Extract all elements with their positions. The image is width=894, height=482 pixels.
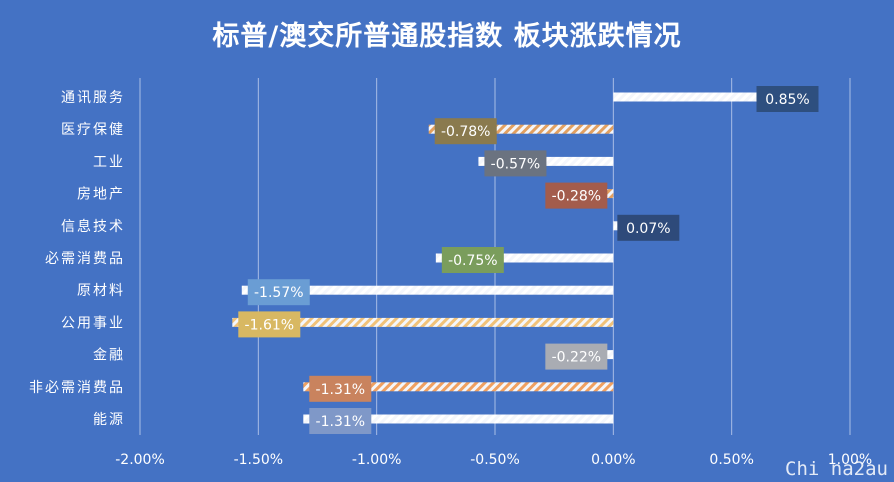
data-label-box (309, 408, 372, 434)
x-tick-label: -2.00% (115, 452, 165, 468)
x-tick-label: -1.00% (352, 452, 402, 468)
category-label: 医疗保健 (61, 122, 125, 138)
data-labels: 0.85% -0.78%-0.57% -0.28% 0.07% -0.75% -1.57%… (238, 86, 819, 434)
data-label: -0.75% (448, 253, 498, 269)
x-tick-label: -0.50% (470, 452, 520, 468)
x-tick-label: 0.00% (591, 452, 635, 468)
data-label-box (247, 279, 310, 306)
data-label: 0.07% (626, 221, 670, 237)
bar-series (232, 92, 815, 424)
data-label: -0.57% (491, 156, 541, 172)
data-label: -0.28% (552, 189, 602, 205)
data-label: -1.61% (245, 317, 295, 333)
data-label-box (441, 247, 504, 273)
category-label: 金融 (93, 348, 125, 364)
category-label: 能源 (93, 412, 125, 428)
category-label: 通讯服务 (61, 90, 125, 106)
category-label: 必需消费品 (45, 251, 125, 267)
data-label: -1.57% (254, 285, 304, 301)
data-label-box (545, 343, 608, 370)
data-label-box (756, 86, 819, 112)
data-label-box (309, 375, 372, 402)
bar (435, 253, 614, 263)
bar (232, 317, 614, 327)
data-label-box (484, 150, 547, 177)
data-label-box (238, 311, 301, 338)
category-label: 非必需消费品 (29, 380, 125, 396)
bar (303, 414, 614, 424)
data-label: -1.31% (316, 414, 366, 430)
bar (241, 285, 614, 295)
bar (428, 124, 614, 134)
category-label: 原材料 (77, 283, 125, 299)
chart-title: 标普/澳交所普通股指数 板块涨跌情况 (212, 21, 682, 52)
data-label: -1.31% (316, 382, 366, 398)
category-label: 工业 (93, 154, 125, 170)
data-label: 0.85% (765, 92, 809, 108)
category-label: 公用事业 (61, 315, 125, 331)
data-label-box (545, 182, 608, 209)
category-label: 房地产 (77, 187, 125, 203)
data-label: -0.22% (552, 350, 602, 366)
category-label: 信息技术 (61, 218, 125, 235)
bar (613, 92, 815, 102)
bar (303, 382, 614, 392)
x-tick-label: 0.50% (709, 452, 753, 468)
x-axis-tick-labels: -2.00% -1.50% -1.00% -0.50% 0.00% 0.50% 1.00% (115, 452, 872, 468)
data-label-box (617, 214, 680, 241)
x-tick-label: 1.00% (828, 452, 872, 468)
data-label-box (434, 118, 497, 145)
data-label: -0.78% (441, 124, 491, 140)
watermark: Chi na2au (785, 458, 888, 480)
x-tick-label: -1.50% (234, 452, 284, 468)
